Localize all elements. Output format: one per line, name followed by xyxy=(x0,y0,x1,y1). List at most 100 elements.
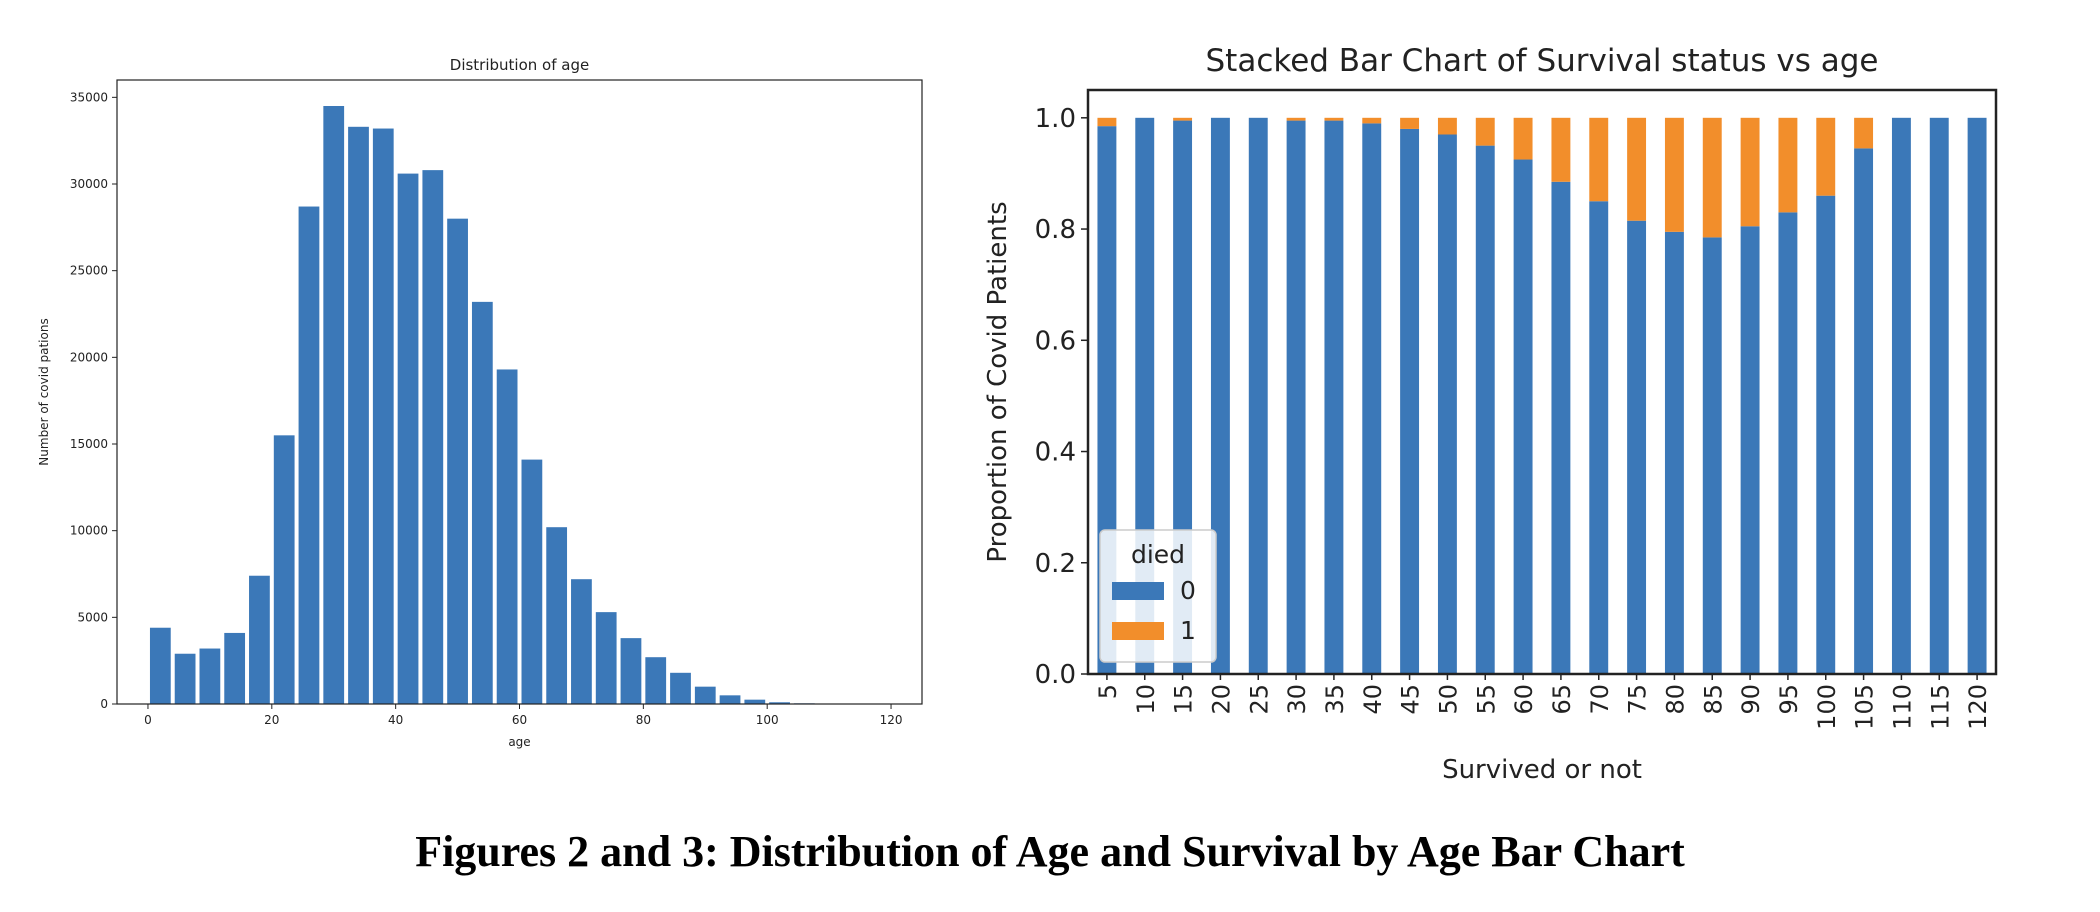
stacked-x-tick-label: 30 xyxy=(1283,684,1311,715)
stacked-bar-segment-1 xyxy=(1097,117,1117,127)
stacked-bar-segment-1 xyxy=(1324,117,1344,121)
hist-y-axis-label: Number of covid pations xyxy=(37,318,51,465)
hist-bar xyxy=(224,632,246,704)
stacked-x-axis-label: Survived or not xyxy=(1442,755,1642,785)
stacked-bar-segment-0 xyxy=(1702,237,1722,674)
hist-x-tick-label: 20 xyxy=(264,713,279,727)
legend-label-0: 0 xyxy=(1180,576,1196,605)
hist-bar xyxy=(694,686,716,704)
stacked-x-tick-label: 100 xyxy=(1813,684,1841,730)
stacked-x-tick-label: 70 xyxy=(1586,684,1614,715)
stacked-bar-segment-1 xyxy=(1513,117,1533,160)
hist-bar xyxy=(298,206,320,705)
stacked-bar-segment-1 xyxy=(1173,117,1193,121)
stacked-x-tick-label: 105 xyxy=(1851,684,1879,730)
hist-bar xyxy=(496,369,518,704)
hist-x-tick-label: 80 xyxy=(636,713,651,727)
legend-title: died xyxy=(1131,540,1185,569)
hist-x-tick-label: 0 xyxy=(144,713,152,727)
stacked-plot-frame xyxy=(1086,88,1998,676)
hist-bar xyxy=(149,627,171,704)
stacked-bar-segment-1 xyxy=(1816,117,1836,196)
hist-plot-frame xyxy=(116,79,923,705)
stacked-bar-segment-1 xyxy=(1589,117,1609,202)
stacked-y-tick-label: 1.0 xyxy=(1035,104,1076,134)
stacked-bar-segment-0 xyxy=(1854,148,1874,674)
stacked-x-tick-label: 50 xyxy=(1434,684,1462,715)
hist-bar xyxy=(719,695,741,704)
stacked-bar-segment-1 xyxy=(1362,117,1382,124)
stacked-bar-segment-1 xyxy=(1702,117,1722,238)
stacked-x-tick-label: 110 xyxy=(1888,684,1916,730)
hist-bar xyxy=(521,459,543,704)
hist-bar xyxy=(744,699,766,704)
stacked-bar-segment-0 xyxy=(1248,117,1268,675)
stacked-x-tick-label: 120 xyxy=(1964,684,1992,730)
stacked-bar-segment-1 xyxy=(1740,117,1760,227)
stacked-bar-segment-0 xyxy=(1891,117,1911,675)
stacked-bar-segment-0 xyxy=(1589,201,1609,674)
stacked-bar-segment-1 xyxy=(1475,117,1495,146)
stacked-bar-segment-0 xyxy=(1475,145,1495,675)
hist-bar xyxy=(471,301,493,704)
hist-bar xyxy=(769,702,790,704)
hist-bar xyxy=(620,638,642,704)
stacked-y-tick-label: 0.4 xyxy=(1035,438,1076,468)
hist-y-tick-label: 0 xyxy=(100,697,108,711)
stacked-x-tick-label: 95 xyxy=(1775,684,1803,715)
hist-bar xyxy=(422,170,444,705)
stacked-x-tick-label: 40 xyxy=(1359,684,1387,715)
hist-bar xyxy=(670,672,691,704)
legend-swatch-0 xyxy=(1112,582,1164,600)
stacked-bar-segment-1 xyxy=(1400,117,1420,129)
hist-bar xyxy=(645,657,667,704)
stacked-bar-segment-0 xyxy=(1324,120,1344,675)
stacked-x-tick-label: 20 xyxy=(1207,684,1235,715)
hist-bar xyxy=(199,648,221,704)
legend-swatch-1 xyxy=(1112,622,1164,640)
stacked-bar-segment-0 xyxy=(1778,212,1798,674)
hist-y-tick-label: 10000 xyxy=(70,524,108,538)
hist-y-tick-label: 25000 xyxy=(70,264,108,278)
stacked-x-tick-label: 25 xyxy=(1245,684,1273,715)
hist-bar xyxy=(273,435,295,704)
hist-x-tick-label: 40 xyxy=(388,713,403,727)
stacked-x-tick-label: 80 xyxy=(1661,684,1689,715)
stacked-bar-segment-0 xyxy=(1551,181,1571,674)
hist-y-tick-label: 35000 xyxy=(70,90,108,104)
hist-y-tick-label: 20000 xyxy=(70,350,108,364)
hist-x-tick-label: 60 xyxy=(512,713,527,727)
hist-bar xyxy=(249,575,270,704)
legend-label-1: 1 xyxy=(1180,616,1196,645)
hist-x-tick-label: 100 xyxy=(756,713,779,727)
stacked-x-tick-label: 75 xyxy=(1624,684,1652,715)
stacked-x-tick-label: 60 xyxy=(1510,684,1538,715)
stacked-bar-segment-1 xyxy=(1437,117,1457,135)
stacked-x-tick-label: 85 xyxy=(1699,684,1727,715)
stacked-x-tick-label: 90 xyxy=(1737,684,1765,715)
stacked-bar-segment-0 xyxy=(1286,120,1306,675)
stacked-bar-segment-1 xyxy=(1551,117,1571,182)
hist-bar xyxy=(397,173,419,705)
stacked-bar-segment-0 xyxy=(1627,220,1647,674)
stacked-y-tick-label: 0.8 xyxy=(1035,215,1076,245)
stacked-x-tick-label: 15 xyxy=(1170,684,1198,715)
stacked-y-tick-label: 0.6 xyxy=(1035,326,1076,356)
stacked-bar-segment-1 xyxy=(1627,117,1647,221)
hist-x-tick-label: 120 xyxy=(880,713,903,727)
stacked-y-tick-label: 0.0 xyxy=(1035,660,1076,690)
hist-bar xyxy=(546,527,568,704)
stacked-bar-segment-1 xyxy=(1778,117,1798,213)
hist-bar xyxy=(174,653,196,704)
hist-bar xyxy=(372,128,394,705)
stacked-bar-segment-1 xyxy=(1286,117,1306,121)
stacked-x-tick-label: 55 xyxy=(1472,684,1500,715)
hist-x-axis-label: age xyxy=(508,735,530,749)
stacked-bar-segment-0 xyxy=(1362,123,1382,674)
stacked-bar-segment-0 xyxy=(1967,117,1987,675)
figure-caption: Figures 2 and 3: Distribution of Age and… xyxy=(415,827,1685,876)
stacked-x-tick-label: 115 xyxy=(1926,684,1954,730)
hist-bar xyxy=(571,579,592,704)
hist-y-tick-label: 5000 xyxy=(77,610,108,624)
